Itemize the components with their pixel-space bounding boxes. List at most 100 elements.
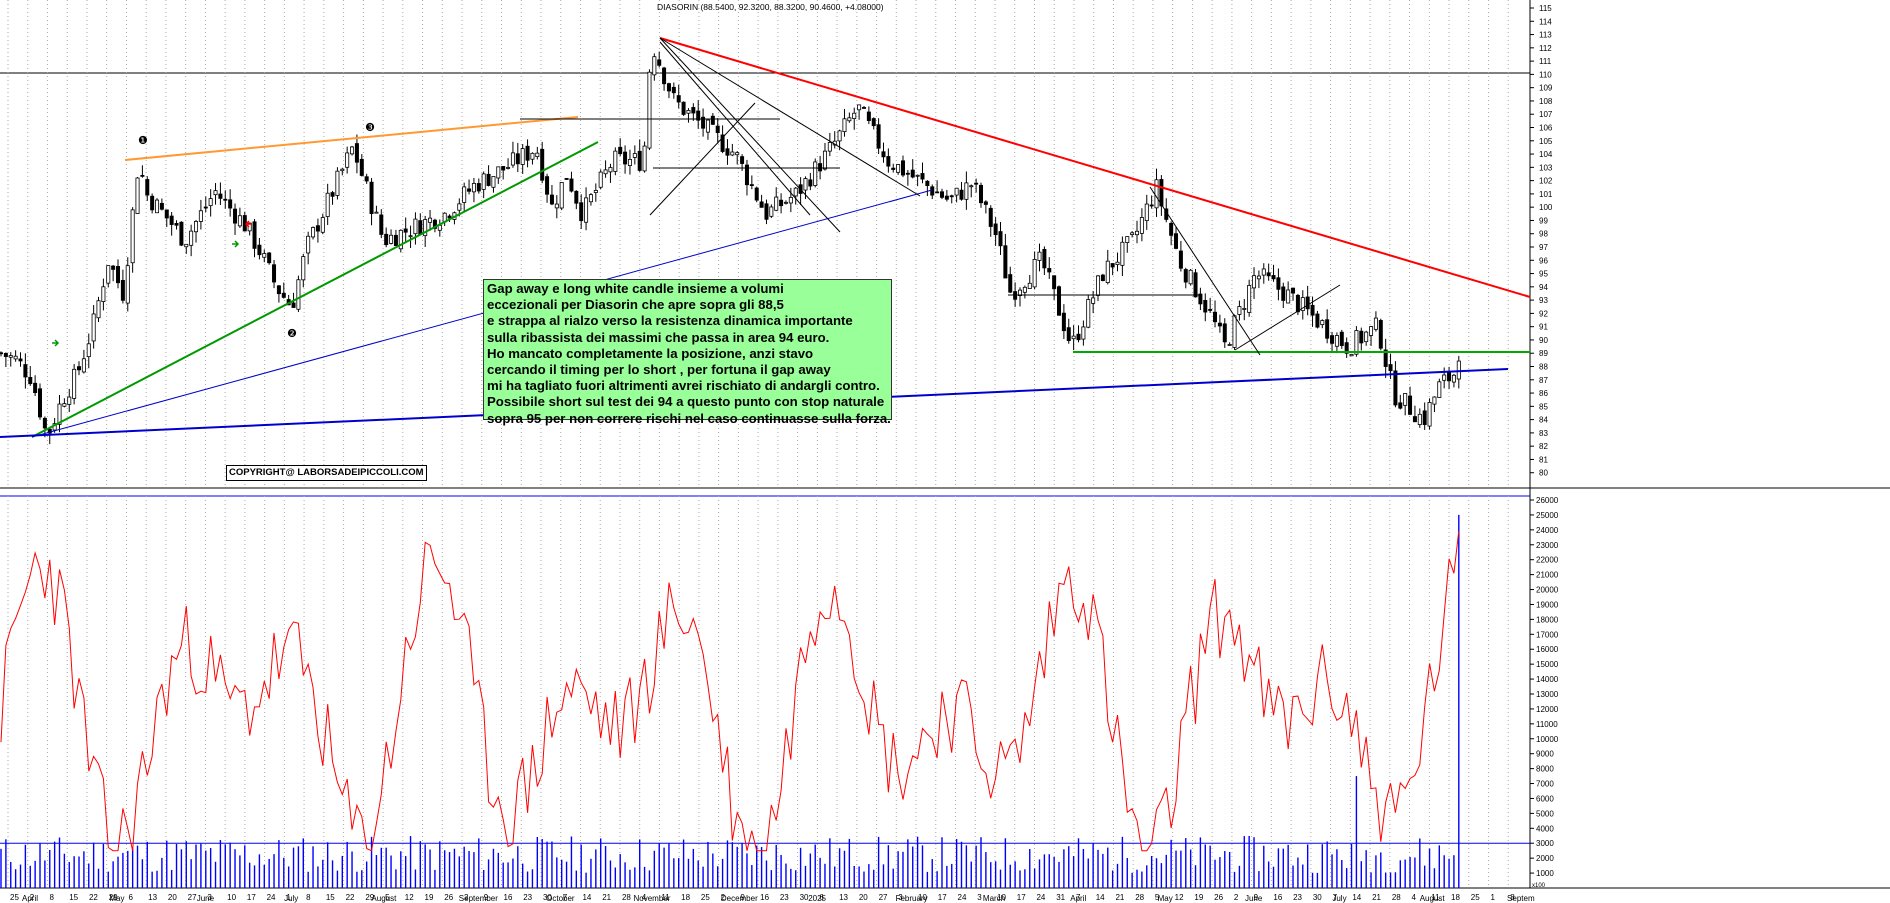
x-day-tick-label: 7 — [1076, 893, 1081, 902]
candle-body — [47, 428, 52, 434]
y-tick-label: 6000 — [1536, 794, 1554, 803]
y-tick-label: 12000 — [1536, 705, 1559, 714]
candle-body — [296, 279, 301, 310]
x-day-tick-label: 31 — [1056, 893, 1065, 902]
y-tick-label: 82 — [1539, 442, 1548, 451]
x-day-tick-label: 6 — [819, 893, 824, 902]
candle-body — [1052, 275, 1057, 290]
candle-body — [793, 187, 798, 197]
candle-body — [81, 358, 86, 373]
annotation-line: sulla ribassista dei massimi che passa i… — [487, 329, 830, 345]
candle-body — [759, 201, 764, 208]
candle-body — [1281, 286, 1286, 301]
candle-body — [891, 167, 896, 170]
candle-body — [1354, 330, 1359, 355]
candle-body — [428, 217, 433, 223]
x-day-tick-label: 12 — [405, 893, 414, 902]
candle-body — [1305, 296, 1310, 310]
candle-body — [467, 188, 472, 192]
x-day-tick-label: 22 — [89, 893, 98, 902]
candle-body — [1286, 289, 1291, 304]
candle-body — [974, 182, 979, 185]
candle-body — [432, 219, 437, 229]
x-month-label: March — [983, 894, 1005, 903]
candle-body — [491, 176, 496, 188]
candle-body — [1417, 413, 1422, 425]
candle-body — [1047, 268, 1052, 273]
candle-body — [676, 95, 681, 103]
candle-body — [150, 195, 155, 211]
black-trendline — [1149, 186, 1261, 356]
y-tick-label: 109 — [1539, 84, 1553, 93]
candle-body — [1066, 327, 1071, 342]
candle-body — [1091, 297, 1096, 304]
x-day-tick-label: 20 — [859, 893, 868, 902]
candle-body — [1369, 326, 1374, 336]
x-day-tick-label: 1 — [1491, 893, 1496, 902]
candle-body — [725, 148, 730, 156]
candle-body — [939, 191, 944, 198]
candle-body — [135, 177, 140, 214]
x-day-tick-label: 13 — [148, 893, 157, 902]
y-tick-label: 86 — [1539, 389, 1548, 398]
candle-body — [130, 209, 135, 264]
y-tick-label: 110 — [1539, 70, 1552, 79]
candle-body — [1344, 342, 1349, 354]
candle-body — [403, 228, 408, 233]
y-tick-label: 113 — [1539, 31, 1552, 40]
candle-body — [896, 164, 901, 173]
candle-body — [96, 300, 101, 319]
x-day-tick-label: 9 — [484, 893, 489, 902]
candle-body — [749, 184, 754, 186]
candle-body — [1061, 312, 1066, 332]
x-day-tick-label: 13 — [839, 893, 848, 902]
candle-body — [67, 396, 72, 405]
y-tick-label: 91 — [1539, 323, 1548, 332]
candle-body — [813, 161, 818, 186]
candle-body — [1188, 269, 1193, 285]
candle-body — [769, 206, 774, 217]
candle-body — [184, 243, 189, 248]
candle-body — [822, 150, 827, 170]
candle-body — [194, 221, 199, 233]
marker-two: ❷ — [287, 327, 297, 340]
y-tick-label: 85 — [1539, 402, 1548, 411]
x-day-tick-label: 27 — [879, 893, 888, 902]
candle-body — [535, 152, 540, 158]
candle-body — [13, 355, 18, 360]
x-month-label: August — [371, 894, 397, 903]
candle-body — [77, 366, 82, 371]
candle-body — [988, 207, 993, 227]
candle-body — [1208, 309, 1213, 311]
y-tick-label: 2000 — [1536, 854, 1554, 863]
x-day-tick-label: 28 — [1135, 893, 1144, 902]
candle-body — [1178, 250, 1183, 269]
candle-body — [1325, 319, 1330, 339]
candle-body — [710, 115, 715, 125]
x-month-label: Septem — [1507, 894, 1535, 903]
x-day-tick-label: 28 — [1392, 893, 1401, 902]
x-day-tick-label: 25 — [10, 893, 19, 902]
blue-thin-trendline — [31, 189, 933, 438]
x-month-label: November — [633, 894, 670, 903]
x-day-tick-label: 28 — [622, 893, 631, 902]
x-day-tick-label: 30 — [800, 893, 809, 902]
y-tick-label: 17000 — [1536, 630, 1559, 639]
candle-body — [18, 358, 23, 362]
candle-body — [686, 110, 691, 114]
candle-body — [106, 265, 111, 284]
candle-body — [1310, 304, 1315, 316]
candle-body — [189, 230, 194, 246]
candle-body — [57, 403, 62, 425]
x-day-tick-label: 11 — [661, 893, 670, 902]
candle-body — [1447, 370, 1452, 382]
candle-body — [1071, 335, 1076, 340]
candle-body — [1412, 416, 1417, 423]
candle-body — [1422, 410, 1427, 425]
y-tick-label: 92 — [1539, 309, 1548, 318]
candle-body — [1198, 293, 1203, 305]
candle-body — [1193, 272, 1198, 298]
x-day-tick-label: 8 — [49, 893, 54, 902]
candle-body — [291, 302, 296, 308]
candle-body — [1222, 323, 1227, 343]
